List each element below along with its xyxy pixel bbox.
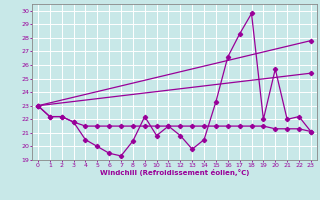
X-axis label: Windchill (Refroidissement éolien,°C): Windchill (Refroidissement éolien,°C) (100, 169, 249, 176)
